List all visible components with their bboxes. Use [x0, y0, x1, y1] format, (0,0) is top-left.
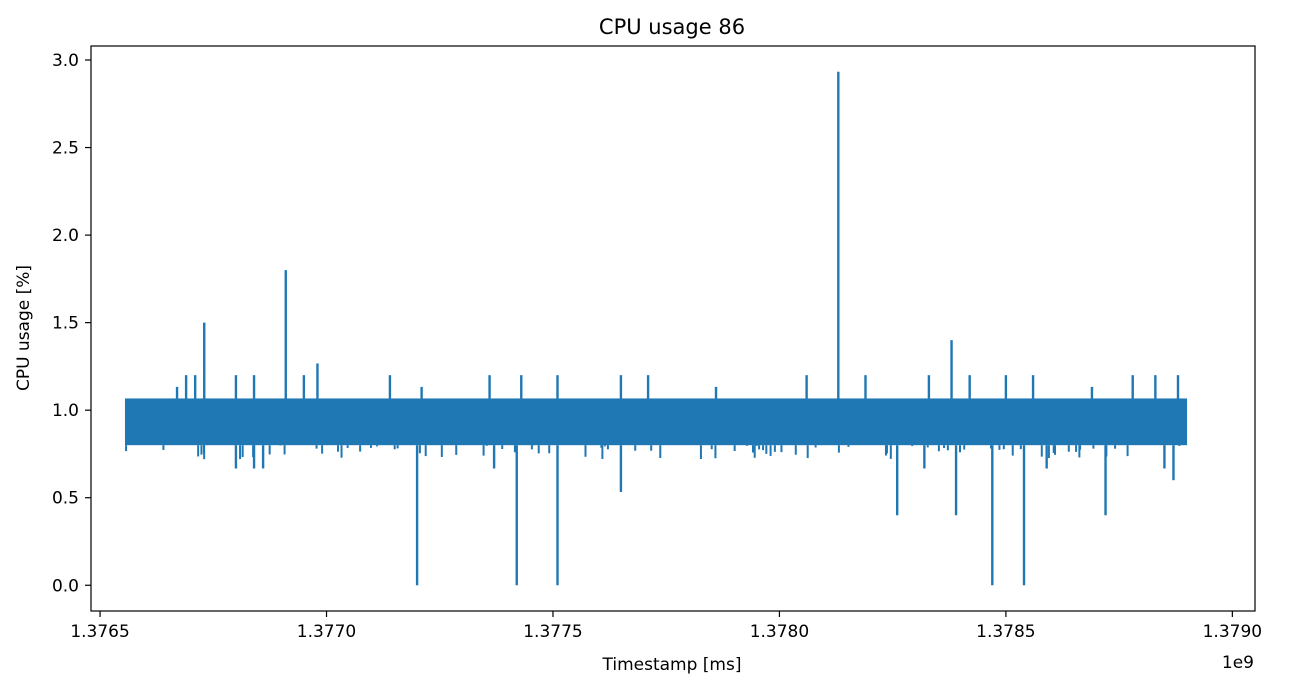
y-tick-label: 2.5 [52, 139, 79, 159]
x-axis-label: Timestamp [ms] [602, 655, 742, 675]
y-tick-label: 0.5 [52, 489, 79, 509]
baseline-band [124, 398, 1188, 446]
y-axis-label: CPU usage [%] [14, 265, 34, 391]
x-tick-label: 1.3775 [523, 622, 582, 642]
y-tick-label: 0.0 [52, 576, 79, 596]
x-axis-offset-label: 1e9 [1222, 653, 1254, 673]
x-tick-label: 1.3790 [1203, 622, 1262, 642]
x-tick-label: 1.3770 [297, 622, 356, 642]
y-tick-label: 1.0 [52, 401, 79, 421]
plot-area-frame [90, 45, 1256, 612]
x-tick-label: 1.3780 [750, 622, 809, 642]
x-tick-label: 1.3785 [976, 622, 1035, 642]
y-axis: 0.0 0.5 1.0 1.5 2.0 2.5 3.0 [52, 51, 91, 596]
x-axis: 1.3765 1.3770 1.3775 1.3780 1.3785 1.3790 [70, 611, 1262, 642]
y-tick-label: 3.0 [52, 51, 79, 71]
x-tick-label: 1.3765 [70, 622, 129, 642]
chart-title: CPU usage 86 [599, 15, 745, 39]
cpu-usage-line-series [124, 71, 1188, 586]
y-tick-label: 2.0 [52, 226, 79, 246]
y-tick-label: 1.5 [52, 314, 79, 334]
